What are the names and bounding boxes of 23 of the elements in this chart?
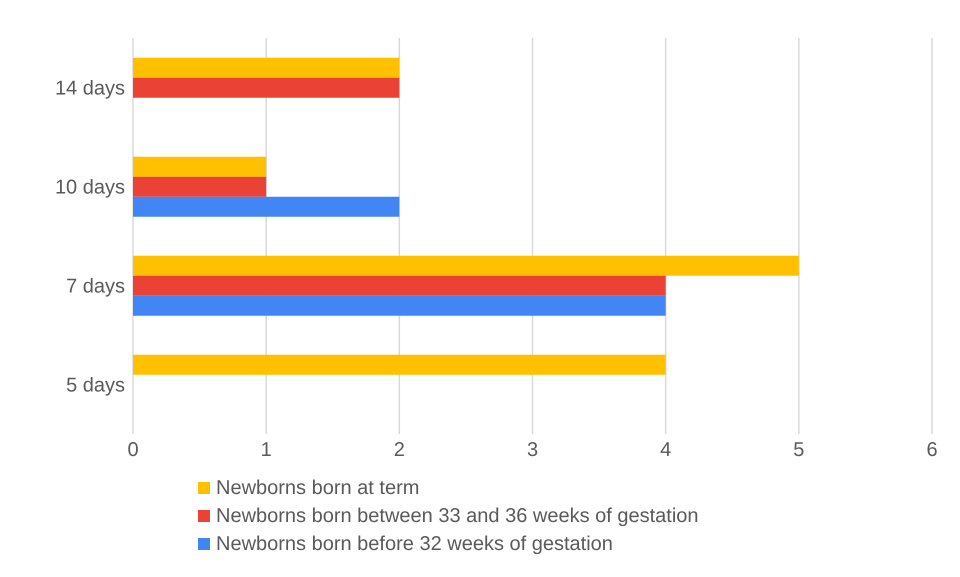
x-tick-label: 4 xyxy=(660,439,672,462)
bar xyxy=(133,296,666,316)
bar xyxy=(133,176,266,197)
x-tick-label: 2 xyxy=(394,439,405,462)
x-tick-label: 5 xyxy=(793,439,804,462)
bar xyxy=(133,276,666,296)
legend-label: Newborns born at term xyxy=(216,476,420,500)
bar xyxy=(133,78,400,98)
bar xyxy=(133,156,266,177)
x-tick-label: 0 xyxy=(127,439,139,462)
y-tick-label: 10 days xyxy=(54,176,125,199)
legend-label: Newborns born before 32 weeks of gestation xyxy=(216,532,613,556)
bar xyxy=(133,58,400,78)
x-tick-label: 3 xyxy=(526,439,538,462)
legend-label: Newborns born between 33 and 36 weeks of gestation xyxy=(216,504,699,528)
x-tick-label: 1 xyxy=(260,439,272,462)
y-tick-label: 7 days xyxy=(66,276,125,298)
y-tick-label: 14 days xyxy=(54,78,125,100)
x-tick-label: 6 xyxy=(926,439,938,462)
y-tick-label: 5 days xyxy=(66,374,125,397)
bar xyxy=(133,256,799,276)
bar xyxy=(133,354,666,375)
bar xyxy=(133,196,400,217)
